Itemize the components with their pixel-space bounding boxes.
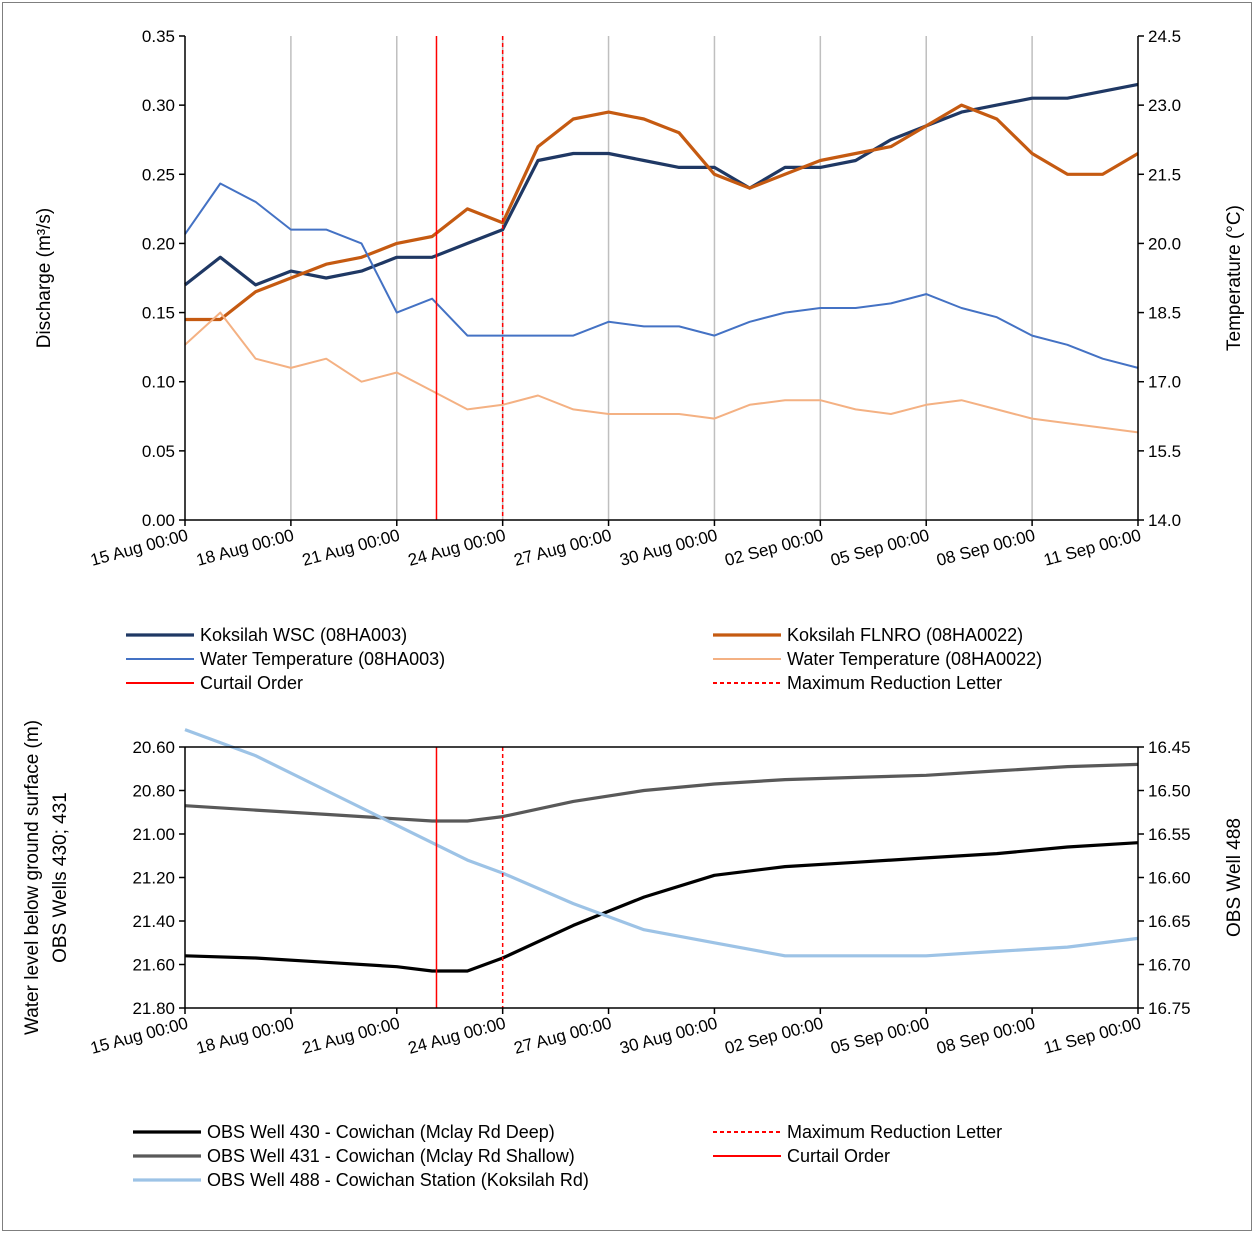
discharge-chart-ytick-label: 0.20: [142, 234, 175, 253]
groundwater-chart-xtick-label: 15 Aug 00:00: [88, 1014, 190, 1058]
discharge-chart-xtick-label: 08 Sep 00:00: [935, 526, 1038, 571]
discharge-chart-xtick-label: 18 Aug 00:00: [194, 526, 296, 570]
groundwater-chart-ytick-label: 20.80: [132, 782, 175, 801]
discharge-chart-legend-label-left-0: Koksilah WSC (08HA003): [200, 625, 407, 645]
discharge-chart-ytick-label: 0.05: [142, 442, 175, 461]
groundwater-chart-xtick-label: 21 Aug 00:00: [300, 1014, 402, 1058]
groundwater-chart-xtick-label: 18 Aug 00:00: [194, 1014, 296, 1058]
discharge-chart-y2-axis-title: Temperature (°C): [1224, 205, 1245, 351]
groundwater-chart-series-line-2: [184, 728, 1139, 958]
groundwater-chart-y2tick-label: 16.65: [1148, 912, 1191, 931]
groundwater-chart-y-axis-title: Water level below ground surface (m): [22, 720, 43, 1035]
groundwater-chart-y2tick-label: 16.45: [1148, 738, 1191, 757]
groundwater-chart-legend-label-left-1: OBS Well 431 - Cowichan (Mclay Rd Shallo…: [207, 1146, 575, 1166]
discharge-chart-y-axis-title: Discharge (m³/s): [34, 208, 55, 348]
discharge-chart-xtick-label: 02 Sep 00:00: [723, 526, 826, 571]
discharge-chart-xtick-label: 11 Sep 00:00: [1042, 526, 1143, 570]
discharge-chart-ytick-label: 0.15: [142, 304, 175, 323]
discharge-chart-xtick-label: 05 Sep 00:00: [829, 526, 932, 571]
groundwater-chart-xtick-label: 08 Sep 00:00: [935, 1014, 1038, 1059]
groundwater-chart-y2tick-label: 16.70: [1148, 956, 1191, 975]
discharge-chart-xtick-label: 15 Aug 00:00: [88, 526, 190, 570]
discharge-chart-y2tick-label: 14.0: [1148, 511, 1181, 530]
groundwater-chart-ytick-label: 21.00: [132, 825, 175, 844]
groundwater-chart-legend-label-right-0: Maximum Reduction Letter: [787, 1122, 1002, 1142]
groundwater-chart-series-line-0: [184, 841, 1139, 973]
discharge-chart-xtick-label: 21 Aug 00:00: [300, 526, 402, 570]
groundwater-chart-xtick-label: 02 Sep 00:00: [723, 1014, 826, 1059]
groundwater-chart-y-axis-title: OBS Wells 430; 431: [50, 792, 71, 963]
groundwater-chart-xtick-label: 30 Aug 00:00: [618, 1014, 720, 1058]
discharge-chart-y2tick-label: 17.0: [1148, 373, 1181, 392]
discharge-chart-series-line-2: [184, 182, 1139, 369]
discharge-chart-series-line-1: [185, 103, 1139, 322]
groundwater-chart-y2tick-label: 16.55: [1148, 825, 1191, 844]
discharge-chart-ytick-label: 0.35: [142, 27, 175, 46]
groundwater-chart-y2tick-label: 16.50: [1148, 782, 1191, 801]
groundwater-chart-ytick-label: 21.40: [132, 912, 175, 931]
discharge-chart-xtick-label: 24 Aug 00:00: [406, 526, 508, 570]
discharge-chart-ytick-label: 0.10: [142, 373, 175, 392]
groundwater-chart-legend-label-right-1: Curtail Order: [787, 1146, 890, 1166]
groundwater-chart-ytick-label: 20.60: [132, 738, 175, 757]
discharge-chart-y2tick-label: 20.0: [1148, 234, 1181, 253]
groundwater-chart-xtick-label: 11 Sep 00:00: [1042, 1014, 1143, 1058]
discharge-chart-y2tick-label: 18.5: [1148, 304, 1181, 323]
discharge-chart-legend-label-left-1: Water Temperature (08HA003): [200, 649, 445, 669]
discharge-chart-legend-label-right-1: Water Temperature (08HA0022): [787, 649, 1042, 669]
discharge-chart-ytick-label: 0.30: [142, 96, 175, 115]
groundwater-chart-ytick-label: 21.60: [132, 956, 175, 975]
groundwater-level-chart: 20.60 20.80 21.00 21.20 21.40 21.60 21.80 16.45…: [22, 720, 1245, 1190]
groundwater-chart-legend-label-left-0: OBS Well 430 - Cowichan (Mclay Rd Deep): [207, 1122, 555, 1142]
groundwater-chart-y2tick-label: 16.60: [1148, 869, 1191, 888]
discharge-temperature-chart: 0.00 0.05 0.10 0.15 0.20 0.25 0.30 0.35 14.0 15.5…: [34, 27, 1245, 693]
discharge-chart-ytick-label: 0.25: [142, 165, 175, 184]
groundwater-chart-y2tick-label: 16.75: [1148, 999, 1191, 1018]
groundwater-chart-ytick-label: 21.80: [132, 999, 175, 1018]
discharge-chart-xtick-label: 30 Aug 00:00: [618, 526, 720, 570]
discharge-chart-legend-label-left-2: Curtail Order: [200, 673, 303, 693]
groundwater-chart-y2-axis-title: OBS Well 488: [1224, 818, 1245, 937]
discharge-chart-ytick-label: 0.00: [142, 511, 175, 530]
groundwater-chart-series-line-1: [184, 762, 1139, 823]
discharge-chart-y2tick-label: 23.0: [1148, 96, 1181, 115]
groundwater-chart-xtick-label: 24 Aug 00:00: [406, 1014, 508, 1058]
discharge-chart-legend-label-right-2: Maximum Reduction Letter: [787, 673, 1002, 693]
discharge-chart-legend-label-right-0: Koksilah FLNRO (08HA0022): [787, 625, 1023, 645]
groundwater-chart-legend-label-left-2: OBS Well 488 - Cowichan Station (Koksila…: [207, 1170, 589, 1190]
groundwater-chart-xtick-label: 27 Aug 00:00: [512, 1014, 614, 1058]
discharge-chart-series-line-0: [184, 82, 1139, 287]
discharge-chart-y2tick-label: 21.5: [1148, 165, 1181, 184]
discharge-chart-y2tick-label: 15.5: [1148, 442, 1181, 461]
discharge-chart-xtick-label: 27 Aug 00:00: [512, 526, 614, 570]
discharge-chart-y2tick-label: 24.5: [1148, 27, 1181, 46]
groundwater-chart-ytick-label: 21.20: [132, 869, 175, 888]
discharge-chart-series-line-3: [184, 311, 1139, 434]
groundwater-chart-xtick-label: 05 Sep 00:00: [829, 1014, 932, 1059]
